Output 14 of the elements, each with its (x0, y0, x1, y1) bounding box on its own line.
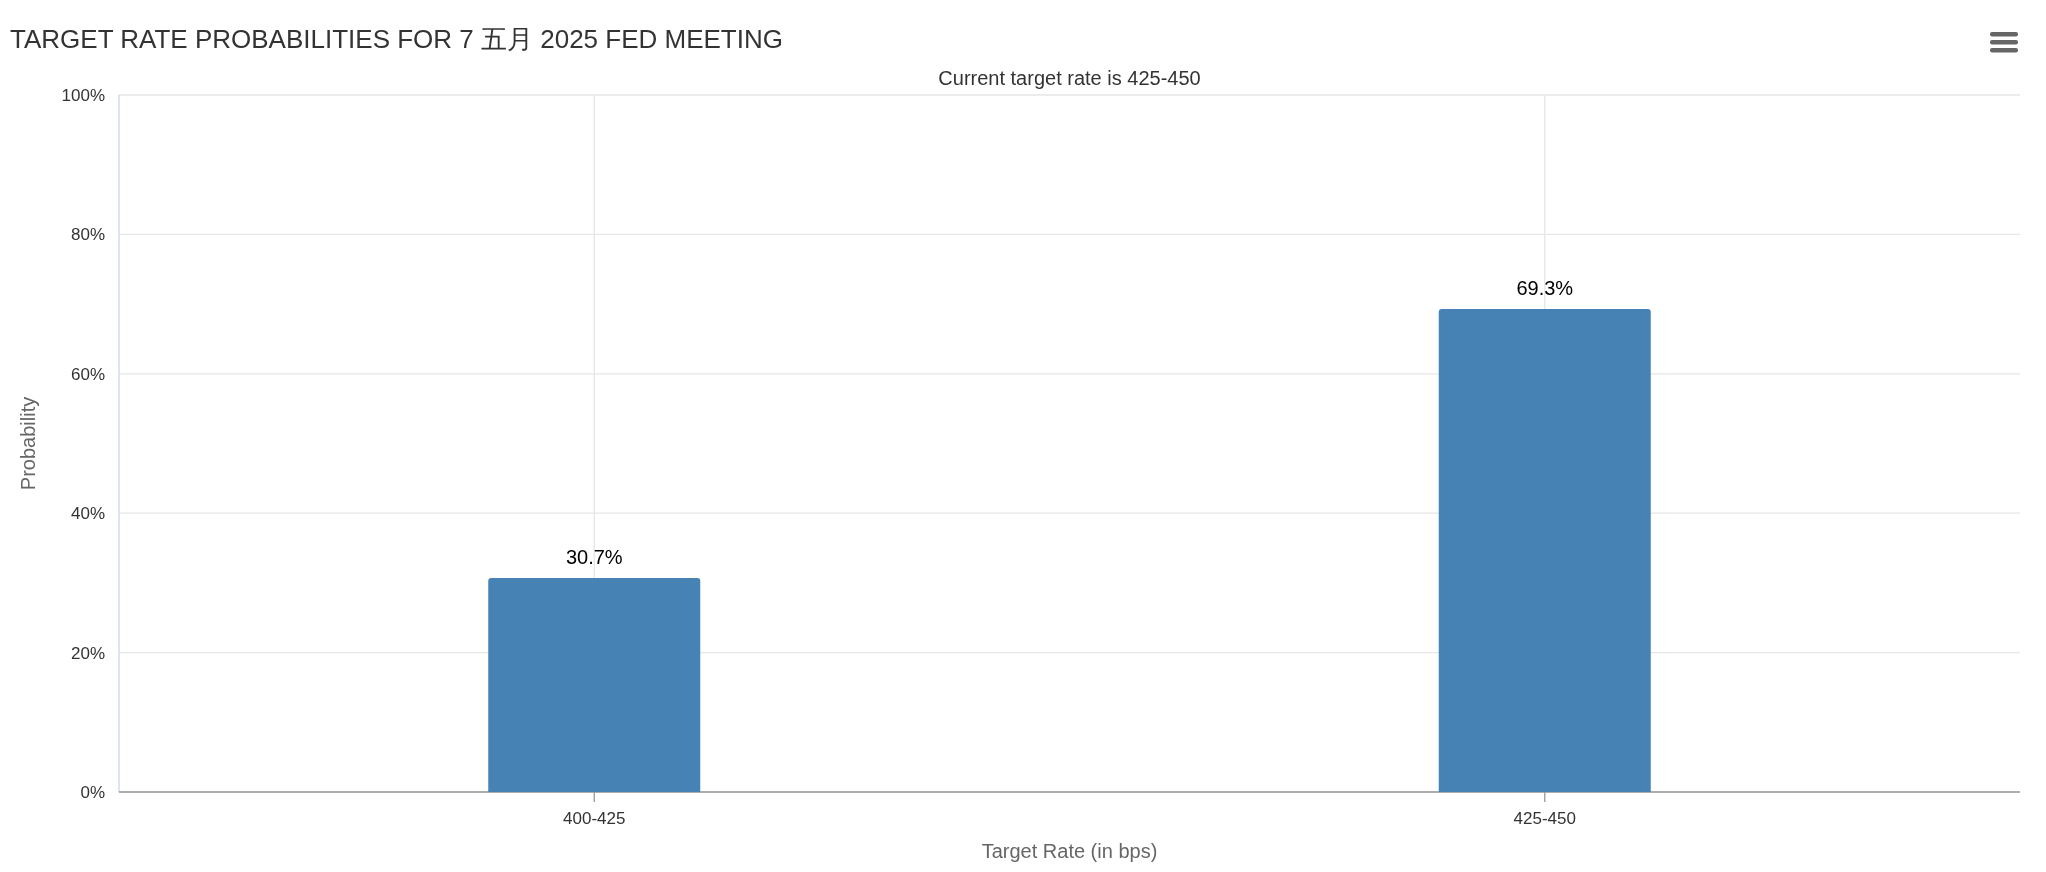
chart-subtitle: Current target rate is 425-450 (938, 67, 1201, 89)
chart-title: TARGET RATE PROBABILITIES FOR 7 五月 2025 FED MEETING (10, 24, 783, 54)
data-label: 30.7% (565, 546, 623, 569)
x-tick-label: 425-450 (1513, 809, 1576, 828)
y-tick-label: 40% (70, 504, 105, 524)
y-tick-label: 100% (61, 86, 105, 105)
y-tick-label: 20% (70, 643, 105, 663)
y-axis-title: Probability (17, 396, 39, 491)
y-tick-label: 80% (70, 225, 105, 245)
data-label: 69.3% (1516, 276, 1574, 299)
y-tick-label: 0% (80, 783, 105, 802)
x-axis-title: Target Rate (in bps) (981, 840, 1158, 862)
x-tick-label: 400-425 (563, 809, 626, 828)
y-tick-label: 60% (70, 364, 105, 384)
